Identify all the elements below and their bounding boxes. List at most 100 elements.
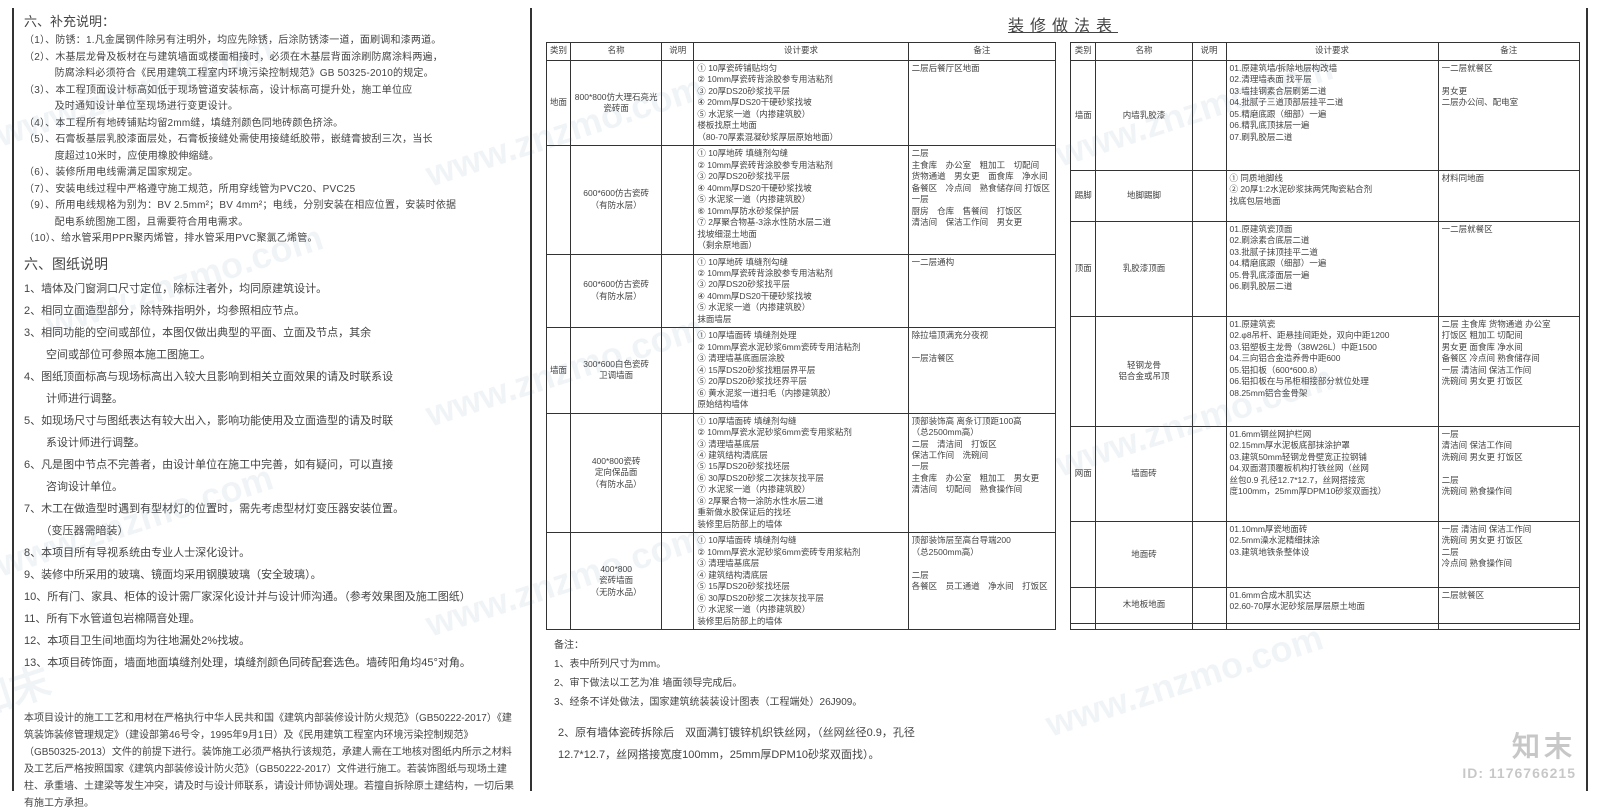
cell-name: 地脚踢脚 [1096,170,1192,221]
cell-name: 300*600白色瓷砖 卫调墙面 [571,328,662,413]
instruction-line: 5、如现场尺寸与图纸表达有较大出入，影响功能使用及立面造型的请及时联 [24,410,520,432]
cell-category [1071,521,1096,587]
cell-remark [1438,623,1579,630]
cell-category [547,413,571,533]
cell-name: 800*800仿大理石亮光瓷砖面 [571,61,662,146]
table-row: 400*800瓷砖 定向保品面 （有防水品）① 10厚墙面砖 填缝剂勾缝 ② 1… [547,413,1056,533]
cell-remark: 一层 清洁间 保洁工作间 洗碗间 男女更 打饭区 二层 洗碗间 熟食操作间 [1438,426,1579,521]
cell-category: 墙面 [547,328,571,413]
cell-desc [662,146,694,254]
cell-desc [1192,623,1226,630]
table-header: 类别 [547,43,571,61]
cell-name: 地面砖 [1096,521,1192,587]
cell-requirements: 01.6mm合成木肌实达 02.60-70厚水泥砂浆层厚层原土地面 [1226,587,1438,623]
instruction-line: 4、图纸顶面标高与现场标高出入较大且影响到相关立面效果的请及时联系设 [24,366,520,388]
instruction-line: 7、木工在做造型时遇到有型材灯的位置时，需先考虑型材灯变压器安装位置。 [24,498,520,520]
footer-line: 3、经条不详处做法，国家建筑统装装设计图表（工程端处）26J909。 [554,693,1580,712]
instruction-line: 系设计师进行调整。 [24,432,520,454]
instruction-line: 3、相同功能的空间或部位，本图仅做出典型的平面、立面及节点，其余 [24,322,520,344]
table-row: 墙面300*600白色瓷砖 卫调墙面 ① 10厚墙面砖 填缝剂处理 ② 10mm厚… [547,328,1056,413]
table-row: 600*600仿古瓷砖 （有防水层）① 10厚地砖 填缝剂勾缝 ② 10mm厚瓷… [547,254,1056,328]
compliance-footer: 本项目设计的施工工艺和用材在严格执行中华人民共和国《建筑内部装修设计防火规范》（… [24,710,520,812]
bottom-instruction: 2、原有墙体瓷砖拆除后 双面满钉镀锌机织铁丝网，（丝网丝径0.9，孔径 12.7… [546,722,1580,766]
cell-requirements: ① 10厚地砖 填缝剂勾缝 ② 10mm厚瓷砖背涂胶参专用洁粘剂 ③ 20厚DS… [694,146,908,254]
cell-category: 地面 [547,61,571,146]
cell-name: 乳胶漆顶面 [1096,221,1192,316]
cell-category: 墙面 [1071,61,1096,171]
instruction-line: 13、本项目砖饰面，墙面地面填缝剂处理，填缝剂颜色同砖配套选色。墙砖阳角均45°… [24,652,520,674]
table-title: 装修做法表 [546,12,1580,36]
cell-remark: 顶部装饰高 离条订顶距100高 （总2500mm高） 二层 清洁间 打饭区 保洁… [908,413,1055,533]
instruction-line: 8、本项目所有导视系统由专业人士深化设计。 [24,542,520,564]
cell-requirements [1226,623,1438,630]
note-line: （7）、安装电线过程中严格遵守施工规范，所用穿线管为PVC20、PVC25 [24,182,520,199]
instruction-line: 10、所有门、家具、柜体的设计需厂家深化设计并与设计师沟通。（参考效果图及施工图… [24,586,520,608]
note-line: （5）、石膏板基层乳胶漆面层处，石膏板接缝处需使用接缝纸胶带，嵌缝膏披刮三次，当… [24,132,520,149]
cell-remark: 一层 清洁间 保洁工作间 洗碗间 男女更 打饭区 二层 冷点间 熟食操作间 [1438,521,1579,587]
cell-requirements: ① 10厚墙面砖 填缝剂处理 ② 10mm厚瓷水泥砂浆6mm瓷砖专用洁粘剂 ③ … [694,328,908,413]
cell-desc [1192,587,1226,623]
cell-requirements: 01.10mm厚瓷地面砖 02.5mm澡水泥精细抹涂 03.建筑地铁条整体设 [1226,521,1438,587]
cell-category [1071,316,1096,426]
table-footer-notes: 备注：1、表中所列尺寸为mm。2、审下做法以工艺为准 墙面领导完成后。3、经条不… [546,636,1580,712]
instruction-line: 6、凡是图中节点不完善者，由设计单位在施工中完善，如有疑问，可以直接 [24,454,520,476]
table-header: 类别 [1071,43,1096,61]
cell-name [1096,623,1192,630]
table-header: 说明 [662,43,694,61]
cell-name: 轻钢龙骨 铝合金或吊顶 [1096,316,1192,426]
table-header: 名称 [571,43,662,61]
table-row: 600*600仿古瓷砖 （有防水层）① 10厚地砖 填缝剂勾缝 ② 10mm厚瓷… [547,146,1056,254]
cell-category [547,533,571,630]
figure-section-title: 六、图纸说明 [24,254,520,274]
note-line: 防腐涂料必须符合《民用建筑工程室内环境污染控制规范》GB 50325-2010的… [24,66,520,83]
note-line: （4）、本工程所有地砖铺贴均留2mm缝，填缝剂颜色同地砖颜色挤涂。 [24,116,520,133]
table-header: 说明 [1192,43,1226,61]
instruction-line: 空间或部位可参照本施工图施工。 [24,344,520,366]
cell-name: 400*800 瓷砖墙面 （无防水品） [571,533,662,630]
logo-text: 知末 [1462,725,1576,765]
table-header: 设计要求 [1226,43,1438,61]
cell-remark: 一二层通构 [908,254,1055,328]
instruction-line: 咨询设计单位。 [24,476,520,498]
note-line: 度超过10米时，应使用橡胶伸缩缝。 [24,149,520,166]
cell-requirements: 01.原建筑瓷 02.φ8吊杆、距悬挂间距处，双向中距1200 03.铝塑板主龙… [1226,316,1438,426]
cell-category: 网面 [1071,426,1096,521]
cell-requirements: 01.原建筑瓷顶面 02.刷涂素合底层二道 03.批腻子抹顶挂平二道 04.精磨… [1226,221,1438,316]
cell-remark: 二层 主食库 办公室 粗加工 切配间 货物通道 男女更 面食库 净水间 备餐区 … [908,146,1055,254]
cell-desc [662,61,694,146]
instruction-line: 计师进行调整。 [24,388,520,410]
cell-desc [1192,426,1226,521]
decoration-methods-table-1: 类别名称说明设计要求备注 地面800*800仿大理石亮光瓷砖面① 10厚瓷砖铺贴… [546,42,1056,630]
footer-line: 备注： [554,636,1580,655]
table-row: 踢脚地脚踢脚 ① 同质地脚线 ② 20厚1:2水泥砂浆抹两凭陶瓷粘合剂 找底包层地… [1071,170,1580,221]
watermark-logo: 知末 ID: 1176766215 [1462,725,1576,781]
cell-desc [1192,221,1226,316]
cell-desc [662,328,694,413]
cell-desc [1192,61,1226,171]
instruction-line: 12、本项目卫生间地面均为往地漏处2%找坡。 [24,630,520,652]
cell-name: 墙面砖 [1096,426,1192,521]
footer-line: 2、审下做法以工艺为准 墙面领导完成后。 [554,674,1580,693]
note-line: （1）、防锈：1.凡金属钢件除另有注明外，均应先除锈，后涂防锈漆一道，面刷调和漆… [24,33,520,50]
table-header: 设计要求 [694,43,908,61]
decoration-methods-table-2: 类别名称说明设计要求备注 墙面内墙乳胶漆01.原建筑墙/拆除地层构改墙 02.清… [1070,42,1580,630]
cell-requirements: ① 同质地脚线 ② 20厚1:2水泥砂浆抹两凭陶瓷粘合剂 找底包层地面 [1226,170,1438,221]
note-line: 配电系统图施工图，且需要符合用电需求。 [24,215,520,232]
table-row: 墙面内墙乳胶漆01.原建筑墙/拆除地层构改墙 02.清理墙表面 找平层 03.墙… [1071,61,1580,171]
table-row: 顶面乳胶漆顶面01.原建筑瓷顶面 02.刷涂素合底层二道 03.批腻子抹顶挂平二… [1071,221,1580,316]
cell-desc [662,254,694,328]
cell-remark: 一二层就餐区 [1438,221,1579,316]
supplementary-notes: （1）、防锈：1.凡金属钢件除另有注明外，均应先除锈，后涂防锈漆一道，面刷调和漆… [24,33,520,248]
table-row: 400*800 瓷砖墙面 （无防水品）① 10厚墙面砖 填缝剂勾缝 ② 10mm… [547,533,1056,630]
instruction-line: 11、所有下水管道包岩棉隔音处理。 [24,608,520,630]
cell-name: 600*600仿古瓷砖 （有防水层） [571,254,662,328]
right-column: 装修做法表 类别名称说明设计要求备注 地面800*800仿大理石亮光瓷砖面① 1… [540,8,1588,791]
cell-category: 踢脚 [1071,170,1096,221]
cell-category [547,146,571,254]
cell-category [547,254,571,328]
cell-requirements: ① 10厚瓷砖铺贴均匀 ② 10mm厚瓷砖背涂胶参专用洁粘剂 ③ 20厚DS20… [694,61,908,146]
logo-id: ID: 1176766215 [1462,765,1576,781]
cell-requirements: ① 10厚墙面砖 填缝剂勾缝 ② 10mm厚瓷水泥砂浆6mm瓷专用浆粘剂 ③ 清… [694,413,908,533]
drawing-instructions: 1、墙体及门窗洞口尺寸定位，除标注者外，均同原建筑设计。2、相同立面造型部分，除… [24,278,520,674]
table-header: 名称 [1096,43,1192,61]
